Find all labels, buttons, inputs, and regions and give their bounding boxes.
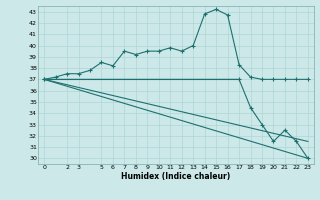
X-axis label: Humidex (Indice chaleur): Humidex (Indice chaleur) [121,172,231,181]
